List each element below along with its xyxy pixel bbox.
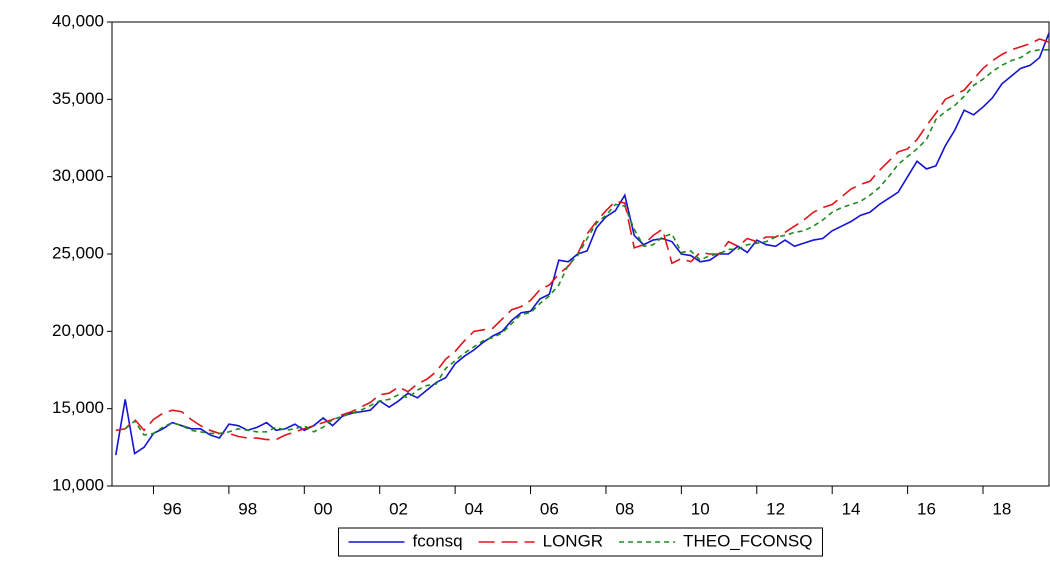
x-tick-label: 96 <box>163 499 182 518</box>
y-tick-label: 25,000 <box>52 243 104 262</box>
x-tick-label: 08 <box>615 499 634 518</box>
legend: fconsq LONGR THEO_FCONSQ <box>338 527 823 557</box>
plot-frame <box>111 21 1050 487</box>
x-tick-label: 16 <box>917 499 936 518</box>
x-tick-label: 18 <box>992 499 1011 518</box>
x-tick-label: 12 <box>766 499 785 518</box>
series-line <box>115 38 1050 441</box>
x-tick-label: 06 <box>540 499 559 518</box>
legend-label: LONGR <box>543 531 603 550</box>
legend-label: fconsq <box>413 531 463 550</box>
y-tick-label: 30,000 <box>52 166 104 185</box>
x-tick-label: 10 <box>691 499 710 518</box>
legend-label: THEO_FCONSQ <box>683 531 812 550</box>
x-tick-label: 14 <box>842 499 861 518</box>
y-tick-label: 10,000 <box>52 475 104 494</box>
legend-box <box>338 527 823 557</box>
x-tick-label: 00 <box>314 499 333 518</box>
x-tick-label: 04 <box>465 499 484 518</box>
series-line <box>114 32 1050 456</box>
y-tick-label: 40,000 <box>52 11 104 30</box>
y-tick-label: 20,000 <box>52 321 104 340</box>
x-tick-label: 98 <box>238 499 257 518</box>
x-tick-label: 02 <box>389 499 408 518</box>
y-tick-label: 15,000 <box>52 398 104 417</box>
series-line <box>124 49 1049 436</box>
y-tick-label: 35,000 <box>52 89 104 108</box>
